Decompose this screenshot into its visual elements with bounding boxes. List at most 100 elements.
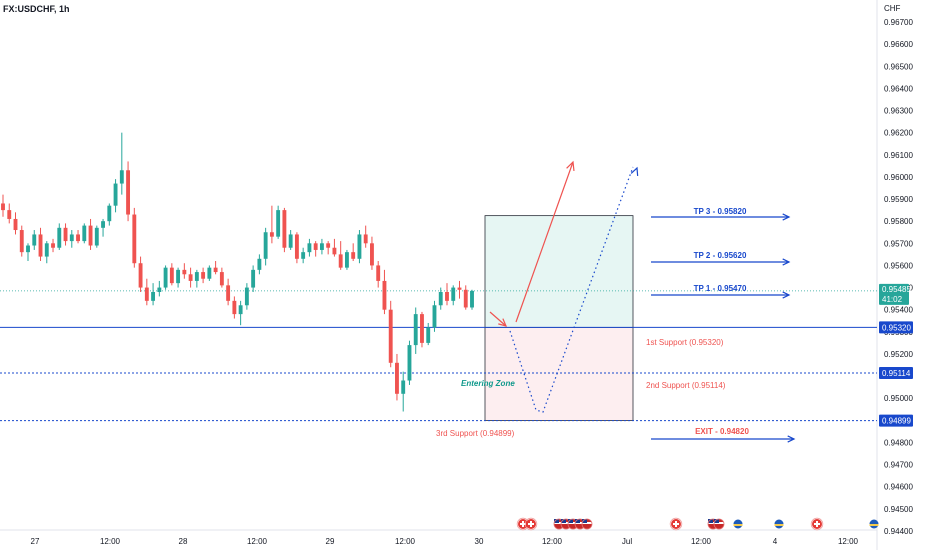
price-tick: 0.95700 (884, 239, 913, 248)
candle-body (44, 243, 49, 257)
time-tick: 12:00 (691, 537, 712, 546)
candle-body (176, 269, 181, 284)
candle-body (445, 291, 449, 301)
time-axis[interactable]: 27 12:00 28 12:00 29 12:00 30 12:00 Jul 12:00 4 12:… (31, 537, 859, 546)
candle-body (426, 327, 431, 343)
candle-body (232, 300, 237, 315)
price-tick: 0.94800 (884, 438, 913, 447)
candle-body (213, 267, 218, 273)
support3-label: 3rd Support (0.94899) (436, 429, 515, 438)
price-axis[interactable]: 0.96700 0.96600 0.96500 0.96400 0.96300 0.962… (884, 18, 913, 536)
level-tag-bg (879, 321, 913, 334)
candle-body (301, 252, 306, 259)
support2-label: 2nd Support (0.95114) (646, 381, 726, 390)
price-tick: 0.96300 (884, 107, 913, 116)
time-tick: 4 (773, 537, 778, 546)
time-tick: 12:00 (838, 537, 859, 546)
candle-body (144, 287, 149, 301)
candle-body (288, 234, 293, 248)
pullback-arrowhead (498, 318, 508, 327)
candle-body (395, 362, 399, 394)
candle-body (438, 291, 443, 306)
candle-body (282, 210, 287, 248)
candle-body (182, 269, 187, 275)
candle-body (332, 247, 337, 255)
tp2-label: TP 2 - 0.95620 (694, 251, 747, 260)
candle-body (307, 243, 312, 253)
candle-body (463, 289, 468, 308)
price-tick: 0.95200 (884, 350, 913, 359)
candle-body (32, 234, 37, 246)
pullback-arrow (489, 311, 507, 327)
candle-body (169, 267, 174, 284)
entry-zone (484, 326, 634, 421)
price-tick: 0.95900 (884, 195, 913, 204)
last-price-value: 0.95485 (882, 285, 911, 294)
candle-body (407, 345, 412, 381)
candle-body (107, 205, 112, 222)
candle-body (26, 245, 30, 253)
tp1-label: TP 1 - 0.95470 (694, 284, 747, 293)
time-tick: 30 (475, 537, 484, 546)
candle-body (19, 230, 24, 253)
candle-body (370, 243, 374, 266)
candle-body (51, 243, 55, 248)
price-tick: 0.96100 (884, 151, 913, 160)
event-flag-icon (869, 519, 879, 529)
candle-body (163, 267, 168, 288)
candle-body (157, 287, 162, 292)
candle-body (451, 287, 456, 301)
time-tick: 28 (179, 537, 188, 546)
candle-body (313, 243, 318, 250)
candle-body (257, 258, 262, 270)
candle-body (276, 210, 281, 237)
time-tick: 29 (326, 537, 335, 546)
candle-body (1, 203, 5, 211)
level-tag-value: 0.95114 (882, 369, 911, 378)
candle-body (138, 263, 143, 288)
candle-body (357, 234, 362, 259)
tp3-arrow (651, 213, 791, 221)
price-tick: 0.95400 (884, 306, 913, 315)
candle-body (326, 243, 331, 248)
candle-body (238, 305, 243, 315)
price-tick: 0.94600 (884, 483, 913, 492)
price-tick: 0.96600 (884, 40, 913, 49)
price-tick: 0.96400 (884, 84, 913, 93)
candle-body (207, 267, 212, 279)
countdown-value: 41:02 (882, 295, 903, 304)
candle-body (382, 280, 387, 310)
price-tick: 0.96000 (884, 173, 913, 182)
price-tick: 0.95600 (884, 261, 913, 270)
time-tick: 27 (31, 537, 40, 546)
candle-body (13, 218, 18, 231)
candle-body (57, 227, 62, 248)
time-tick: 12:00 (542, 537, 563, 546)
price-tick: 0.96500 (884, 62, 913, 71)
event-icons[interactable] (516, 517, 879, 531)
time-tick: 12:00 (247, 537, 268, 546)
projected-path (509, 166, 634, 413)
price-tick: 0.94400 (884, 527, 913, 536)
candle-body (126, 170, 131, 215)
rally-arrow (515, 161, 574, 323)
swiss-flag-icon (810, 517, 824, 531)
candle-body (226, 285, 231, 301)
candle-body (7, 210, 12, 219)
candle-body (470, 290, 474, 308)
candle-body (88, 225, 93, 246)
projected-path-arrowhead (630, 166, 639, 177)
time-tick: 12:00 (395, 537, 416, 546)
level-tag-value: 0.94899 (882, 417, 911, 426)
candle-body (338, 254, 343, 268)
candle-body (294, 234, 299, 259)
candle-body (113, 183, 118, 206)
tp3-label: TP 3 - 0.95820 (694, 207, 747, 216)
candle-body (432, 305, 437, 328)
candle-body (269, 232, 274, 237)
event-flag-icon (733, 519, 743, 529)
candle-body (413, 314, 418, 346)
candle-body (69, 234, 74, 242)
price-tick: 0.96200 (884, 129, 913, 138)
